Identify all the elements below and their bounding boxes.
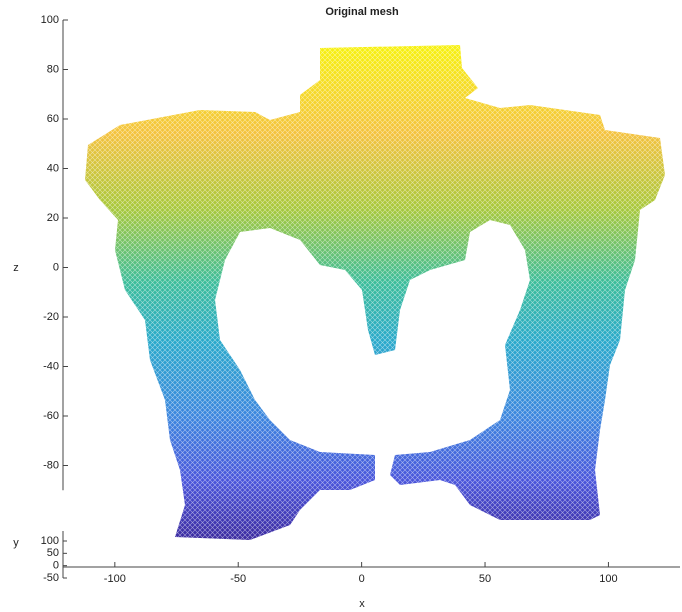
z-tick-label: -60	[43, 410, 59, 422]
z-tick-label: 0	[53, 261, 59, 273]
x-axis-label: x	[359, 598, 365, 610]
x-tick-label: -100	[104, 573, 126, 585]
z-tick-label: -80	[43, 459, 59, 471]
y-tick-label: 100	[41, 535, 59, 547]
x-tick-label: 50	[479, 573, 491, 585]
z-tick-label: 100	[41, 14, 59, 26]
figure: Original mesh x y z -100-50050100-80-60-…	[0, 0, 682, 612]
z-tick-label: 60	[47, 113, 59, 125]
z-tick-label: 80	[47, 63, 59, 75]
z-axis-label: z	[13, 262, 19, 274]
z-tick-label: -20	[43, 311, 59, 323]
y-tick-label: 0	[53, 560, 59, 572]
x-tick-label: -50	[230, 573, 246, 585]
y-tick-label: -50	[43, 572, 59, 584]
y-tick-label: 50	[47, 547, 59, 559]
x-tick-label: 0	[359, 573, 365, 585]
z-tick-label: -40	[43, 360, 59, 372]
z-tick-label: 20	[47, 212, 59, 224]
z-tick-label: 40	[47, 162, 59, 174]
chart-title: Original mesh	[325, 6, 399, 18]
y-axis-label: y	[13, 537, 19, 549]
x-tick-label: 100	[599, 573, 617, 585]
mesh-surface	[85, 45, 665, 540]
